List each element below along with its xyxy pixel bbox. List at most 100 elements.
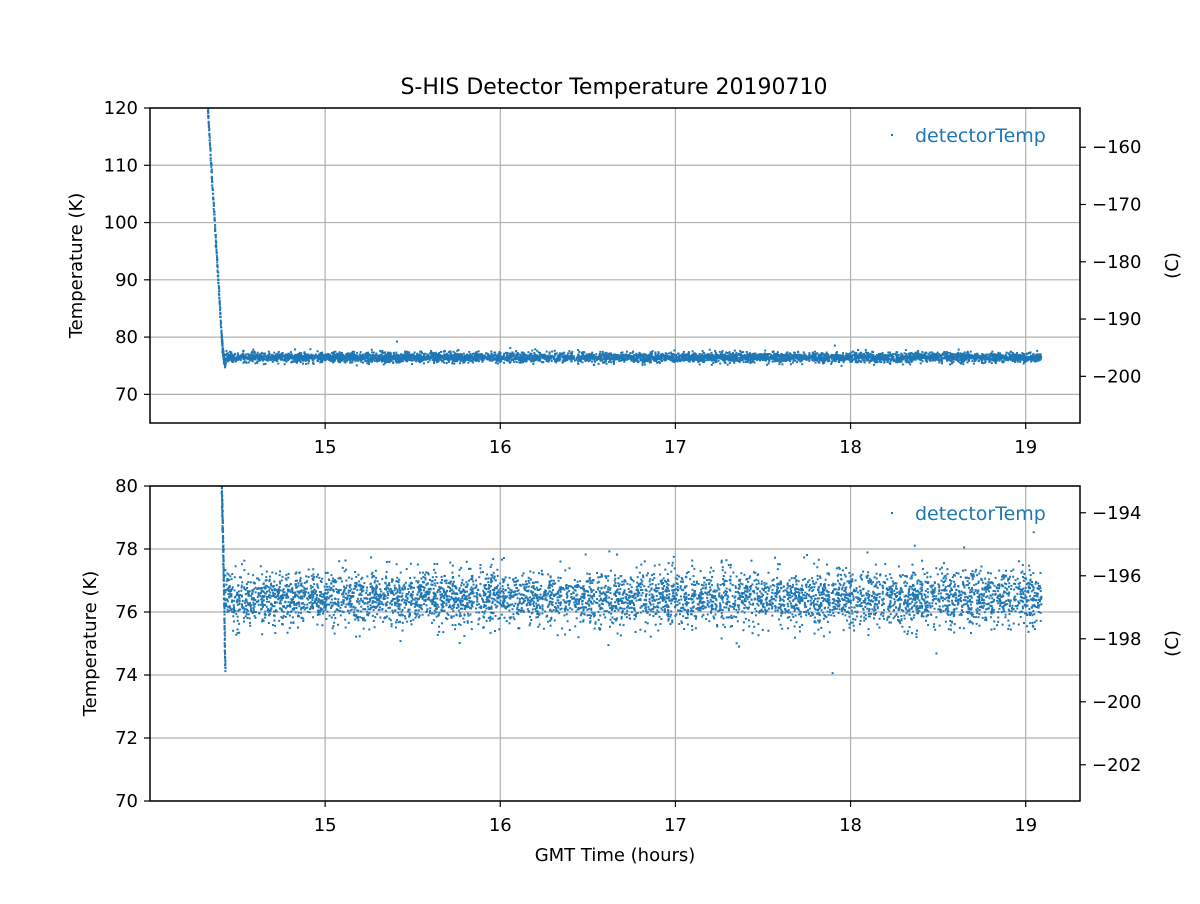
data-point (872, 359, 874, 361)
data-point (220, 324, 222, 326)
data-point (788, 355, 790, 357)
data-point (846, 354, 848, 356)
data-point (443, 362, 445, 364)
data-point (450, 353, 452, 355)
data-point (551, 351, 553, 353)
data-point (577, 349, 579, 351)
data-point (475, 360, 477, 362)
data-point (398, 357, 400, 359)
data-point (699, 353, 701, 355)
data-point (718, 360, 720, 362)
data-point (1023, 363, 1025, 365)
data-point (699, 363, 701, 365)
data-point (210, 154, 212, 156)
data-point (731, 360, 733, 362)
data-point (368, 361, 370, 363)
data-point (776, 360, 778, 362)
chart-title: S-HIS Detector Temperature 20190710 (400, 75, 827, 100)
data-point (658, 361, 660, 363)
data-point (213, 208, 215, 210)
data-point (522, 354, 524, 356)
data-point (554, 350, 556, 352)
data-point (270, 359, 272, 361)
data-point (222, 345, 224, 347)
data-point (406, 360, 408, 362)
data-point (947, 356, 949, 358)
data-point (225, 365, 227, 367)
data-point (925, 359, 927, 361)
data-point (613, 363, 615, 365)
data-point (209, 144, 211, 146)
data-point (905, 361, 907, 363)
data-point (222, 351, 224, 353)
data-point (534, 348, 536, 350)
data-point (683, 351, 685, 353)
data-point (251, 351, 253, 353)
data-point (490, 350, 492, 352)
data-point (790, 363, 792, 365)
data-point (813, 360, 815, 362)
data-point (245, 361, 247, 363)
data-point (775, 353, 777, 355)
data-point (890, 358, 892, 360)
data-point (367, 356, 369, 358)
data-point (215, 247, 217, 249)
data-point (213, 204, 215, 206)
data-point (219, 303, 221, 305)
data-point (824, 360, 826, 362)
data-point (728, 356, 730, 358)
data-point (644, 364, 646, 366)
data-point (527, 351, 529, 353)
data-point (364, 360, 366, 362)
data-point (586, 357, 588, 359)
data-point (523, 358, 525, 360)
data-point (382, 355, 384, 357)
data-point (214, 220, 216, 222)
data-point (694, 354, 696, 356)
data-point (371, 351, 373, 353)
data-point (982, 362, 984, 364)
data-point (436, 361, 438, 363)
data-point (349, 362, 351, 364)
data-point (711, 364, 713, 366)
data-point (390, 359, 392, 361)
data-point (208, 139, 210, 141)
data-point (530, 360, 532, 362)
data-point (444, 351, 446, 353)
data-point (225, 361, 227, 363)
data-point (419, 351, 421, 353)
data-point (222, 342, 224, 344)
data-point (288, 355, 290, 357)
data-point (959, 361, 961, 363)
data-point (727, 364, 729, 366)
data-point (848, 353, 850, 355)
data-point (546, 351, 548, 353)
data-point (256, 358, 258, 360)
data-point (650, 359, 652, 361)
data-point (297, 354, 299, 356)
data-point (971, 360, 973, 362)
data-point (620, 352, 622, 354)
data-point (210, 160, 212, 162)
data-point (857, 349, 859, 351)
data-point (947, 352, 949, 354)
data-point (865, 349, 867, 351)
data-point (214, 214, 216, 216)
data-point (927, 353, 929, 355)
data-point (423, 353, 425, 355)
data-point (521, 358, 523, 360)
data-point (900, 356, 902, 358)
data-point (361, 358, 363, 360)
data-point (551, 360, 553, 362)
data-point (877, 358, 879, 360)
data-point (719, 351, 721, 353)
data-point (1012, 352, 1014, 354)
data-point (692, 360, 694, 362)
data-point (216, 249, 218, 251)
data-point (451, 355, 453, 357)
data-point (610, 361, 612, 363)
data-point (217, 275, 219, 277)
data-point (880, 361, 882, 363)
data-point (646, 355, 648, 357)
data-point (404, 351, 406, 353)
